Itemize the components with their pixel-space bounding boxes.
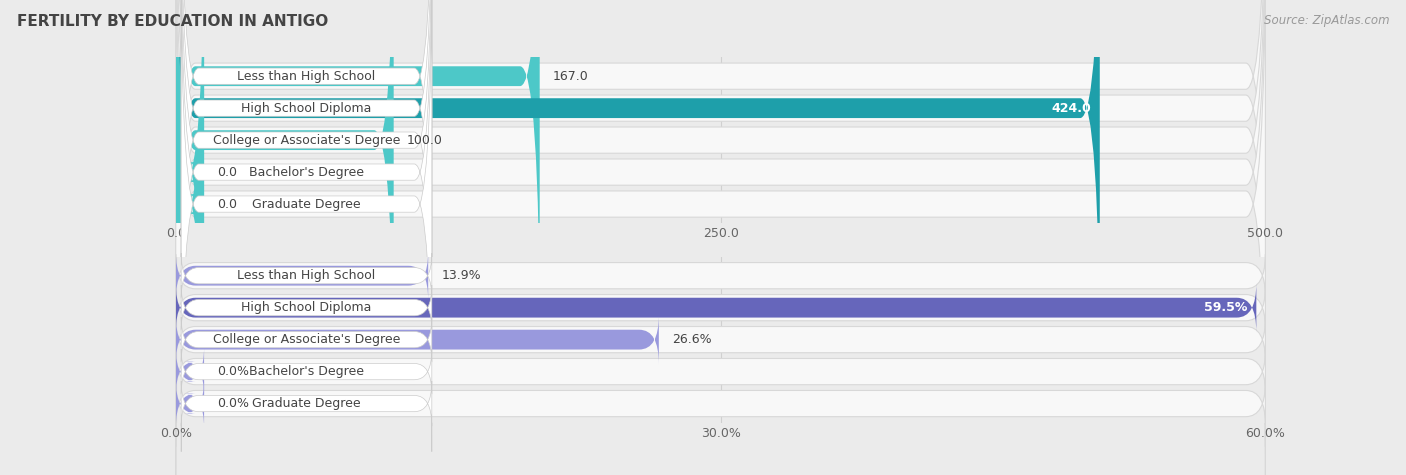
Text: 100.0: 100.0 xyxy=(406,133,443,147)
FancyBboxPatch shape xyxy=(181,0,432,388)
FancyBboxPatch shape xyxy=(176,318,1265,361)
Text: 59.5%: 59.5% xyxy=(1204,301,1247,314)
FancyBboxPatch shape xyxy=(181,0,432,452)
FancyBboxPatch shape xyxy=(176,0,540,354)
FancyBboxPatch shape xyxy=(176,0,1265,351)
FancyBboxPatch shape xyxy=(181,317,432,362)
FancyBboxPatch shape xyxy=(181,381,432,426)
Text: 0.0%: 0.0% xyxy=(217,365,249,378)
FancyBboxPatch shape xyxy=(176,0,394,418)
Text: 0.0: 0.0 xyxy=(217,198,238,210)
Text: 167.0: 167.0 xyxy=(553,70,589,83)
Text: 0.0: 0.0 xyxy=(217,166,238,179)
FancyBboxPatch shape xyxy=(176,0,204,475)
Text: Graduate Degree: Graduate Degree xyxy=(252,198,361,210)
Text: High School Diploma: High School Diploma xyxy=(242,301,371,314)
Text: Less than High School: Less than High School xyxy=(238,70,375,83)
FancyBboxPatch shape xyxy=(176,283,1257,332)
FancyBboxPatch shape xyxy=(176,251,429,300)
FancyBboxPatch shape xyxy=(176,347,204,396)
Text: Source: ZipAtlas.com: Source: ZipAtlas.com xyxy=(1264,14,1389,27)
FancyBboxPatch shape xyxy=(181,253,432,298)
Text: FERTILITY BY EDUCATION IN ANTIGO: FERTILITY BY EDUCATION IN ANTIGO xyxy=(17,14,328,29)
FancyBboxPatch shape xyxy=(176,0,1265,446)
Text: College or Associate's Degree: College or Associate's Degree xyxy=(212,333,401,346)
FancyBboxPatch shape xyxy=(176,286,1265,329)
Text: Less than High School: Less than High School xyxy=(238,269,375,282)
FancyBboxPatch shape xyxy=(181,0,432,324)
Text: 424.0: 424.0 xyxy=(1052,102,1091,114)
Text: Graduate Degree: Graduate Degree xyxy=(252,397,361,410)
FancyBboxPatch shape xyxy=(181,349,432,394)
FancyBboxPatch shape xyxy=(176,254,1265,297)
Text: 13.9%: 13.9% xyxy=(441,269,481,282)
Text: 26.6%: 26.6% xyxy=(672,333,711,346)
FancyBboxPatch shape xyxy=(176,379,204,428)
Text: Bachelor's Degree: Bachelor's Degree xyxy=(249,365,364,378)
FancyBboxPatch shape xyxy=(176,0,204,450)
FancyBboxPatch shape xyxy=(176,0,1265,415)
FancyBboxPatch shape xyxy=(176,315,659,364)
Text: High School Diploma: High School Diploma xyxy=(242,102,371,114)
FancyBboxPatch shape xyxy=(176,350,1265,393)
FancyBboxPatch shape xyxy=(176,0,1265,475)
FancyBboxPatch shape xyxy=(176,382,1265,425)
Text: Bachelor's Degree: Bachelor's Degree xyxy=(249,166,364,179)
FancyBboxPatch shape xyxy=(176,0,1099,386)
FancyBboxPatch shape xyxy=(181,0,432,420)
FancyBboxPatch shape xyxy=(176,0,1265,383)
Text: 0.0%: 0.0% xyxy=(217,397,249,410)
FancyBboxPatch shape xyxy=(181,0,432,356)
Text: College or Associate's Degree: College or Associate's Degree xyxy=(212,133,401,147)
FancyBboxPatch shape xyxy=(181,285,432,330)
